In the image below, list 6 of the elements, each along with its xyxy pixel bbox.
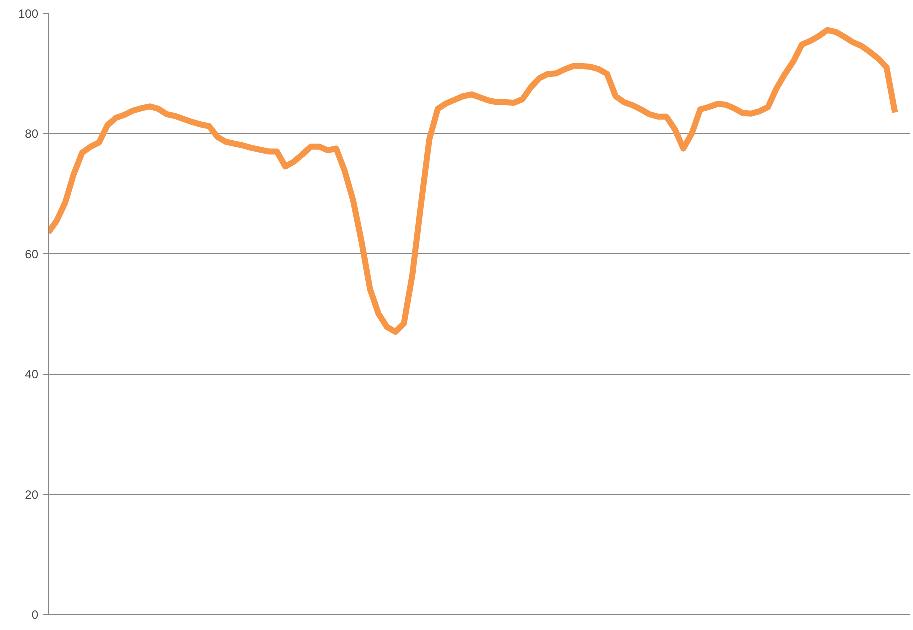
y-tick-label: 80 <box>25 127 39 142</box>
y-tick-label: 20 <box>25 488 39 502</box>
y-tick-label: 60 <box>25 247 39 262</box>
y-tick-label: 40 <box>25 368 39 382</box>
y-tick-label: 100 <box>18 7 39 21</box>
y-tick-label: 0 <box>32 608 39 622</box>
